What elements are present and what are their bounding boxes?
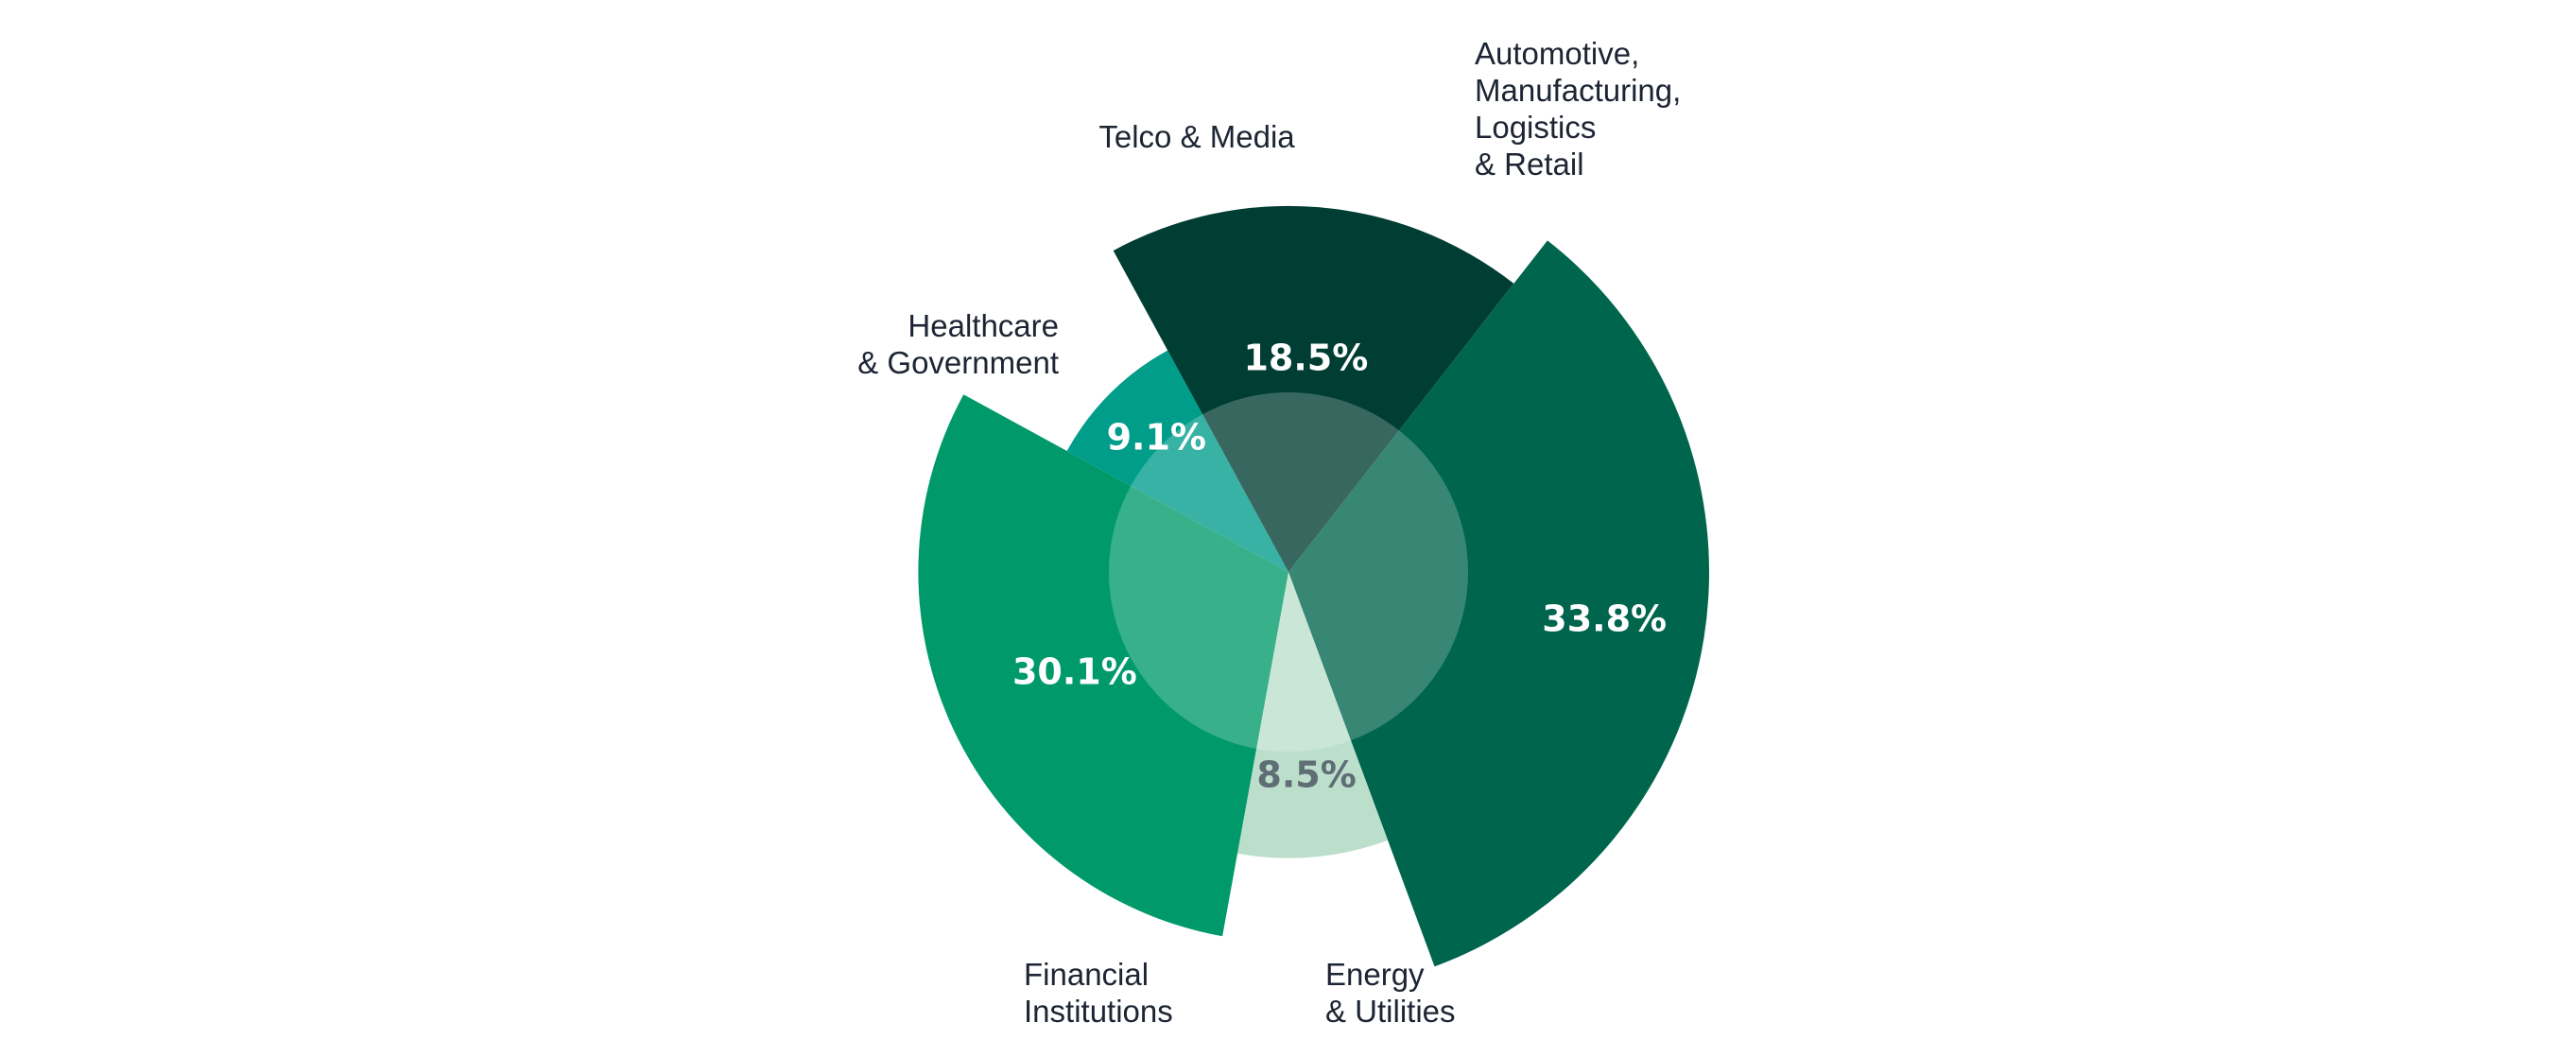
pie-slice [1237, 572, 1389, 858]
category-label-line: & Government [857, 345, 1059, 380]
slice-category-label: Telco & Media [1098, 119, 1295, 154]
slice-value-label: 30.1% [1012, 651, 1137, 693]
category-label-line: Logistics [1475, 110, 1596, 145]
slice-value-label: 8.5% [1256, 754, 1356, 796]
category-label-line: Manufacturing, [1475, 73, 1681, 108]
value-labels-layer: 33.8% 8.5% 30.1% 9.1% 18.5% [1012, 338, 1667, 796]
slice-category-label: Energy & Utilities [1325, 957, 1456, 1029]
slice-category-label: Financial Institutions [1024, 957, 1173, 1029]
category-label-line: & Retail [1475, 147, 1584, 182]
category-label-line: & Utilities [1325, 994, 1456, 1029]
slice-value-label: 33.8% [1542, 598, 1667, 640]
category-label-line: Healthcare [908, 308, 1059, 343]
center-overlay-disc [1109, 392, 1468, 752]
category-labels-layer: Automotive, Manufacturing, Logistics & Reta… [857, 36, 1681, 1029]
slices-layer [918, 205, 1709, 967]
slice-category-label: Healthcare & Government [857, 308, 1059, 380]
category-label-line: Institutions [1024, 994, 1173, 1029]
category-label-line: Energy [1325, 957, 1425, 992]
category-label-line: Telco & Media [1098, 119, 1295, 154]
slice-category-label: Automotive, Manufacturing, Logistics & Reta… [1475, 36, 1681, 182]
slice-value-label: 9.1% [1107, 417, 1206, 459]
category-label-line: Financial [1024, 957, 1149, 992]
pie-slice [918, 394, 1288, 937]
category-label-line: Automotive, [1475, 36, 1639, 71]
pie-slice [1288, 240, 1709, 967]
pie-slice [1113, 205, 1514, 572]
pie-slice [1066, 350, 1288, 572]
slice-value-label: 18.5% [1243, 338, 1368, 379]
